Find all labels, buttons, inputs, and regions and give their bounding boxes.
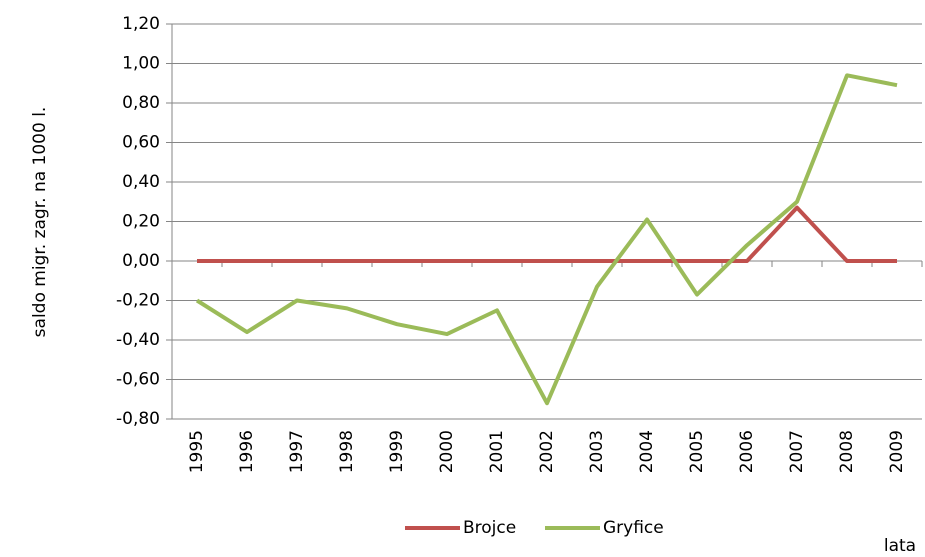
x-tick-label: 2006 (737, 430, 757, 473)
x-tick-label: 2000 (437, 430, 457, 473)
legend-label: Gryfice (603, 518, 664, 538)
y-tick-label: 0,20 (122, 212, 160, 232)
x-tick-label: 2003 (587, 430, 607, 473)
x-tick-label: 1996 (237, 430, 257, 473)
y-tick-label: -0,20 (116, 291, 160, 311)
y-tick-label: -0,80 (116, 409, 160, 429)
x-tick-label: 2008 (837, 430, 857, 473)
series-line (197, 205, 897, 263)
y-tick-label: 0,00 (122, 251, 160, 271)
x-tick-label: 2009 (887, 430, 907, 473)
x-tick-label: 1998 (337, 430, 357, 473)
y-tick-label: 1,00 (122, 54, 160, 74)
x-tick-label: 2004 (637, 430, 657, 473)
y-tick-label: 0,80 (122, 93, 160, 113)
y-tick-label: 0,60 (122, 133, 160, 153)
y-tick-label: 1,20 (122, 14, 160, 34)
y-tick-label: -0,60 (116, 370, 160, 390)
x-tick-label: 2002 (537, 430, 557, 473)
x-tick-label: 1999 (387, 430, 407, 473)
series-line (195, 73, 898, 406)
x-tick-label: 2005 (687, 430, 707, 473)
y-tick-label: 0,40 (122, 172, 160, 192)
legend-label: Brojce (463, 518, 516, 538)
y-axis-label: saldo migr. zagr. na 1000 l. (30, 107, 50, 338)
x-tick-label: 1995 (187, 430, 207, 473)
x-tick-label: 2007 (787, 430, 807, 473)
x-axis-label: lata (884, 536, 916, 556)
x-tick-label: 2001 (487, 430, 507, 473)
x-tick-label: 1997 (287, 430, 307, 473)
y-tick-label: -0,40 (116, 330, 160, 350)
